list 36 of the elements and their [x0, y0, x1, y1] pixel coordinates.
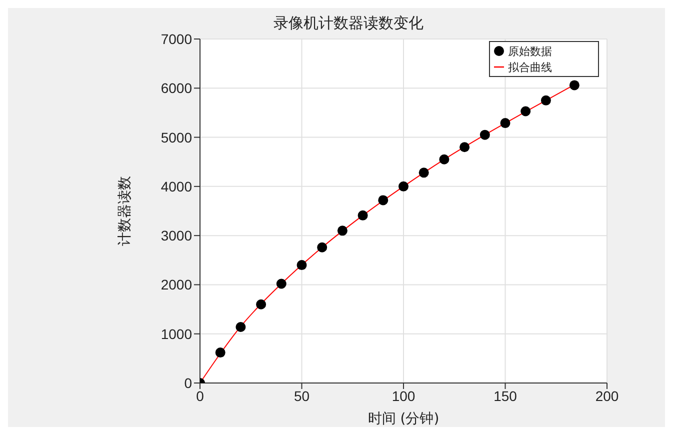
point — [398, 181, 408, 192]
point — [378, 195, 388, 206]
point — [418, 168, 429, 178]
y-tick-label: 2000 — [160, 276, 192, 293]
y-tick-label: 3000 — [160, 228, 192, 244]
point — [439, 154, 450, 164]
chart-title: 录像机计数器读数变化 — [274, 14, 424, 32]
point — [540, 95, 551, 106]
point — [236, 322, 246, 332]
point — [296, 260, 307, 270]
point — [215, 348, 226, 358]
point — [569, 80, 580, 90]
point — [460, 142, 470, 152]
point — [256, 299, 266, 310]
point — [480, 130, 490, 140]
y-tick-label: 7000 — [160, 30, 192, 47]
point — [358, 210, 368, 220]
x-tick-label: 150 — [494, 388, 518, 404]
y-tick-label: 1000 — [160, 326, 192, 342]
y-tick-label: 0 — [184, 374, 192, 391]
x-tick-label: 0 — [196, 388, 204, 404]
y-tick-label: 6000 — [160, 80, 192, 96]
legend-label: 原始数据 — [508, 45, 552, 58]
point — [500, 118, 510, 128]
point — [337, 226, 348, 236]
x-tick-label: 50 — [294, 388, 310, 404]
y-axis-title: 计数器读数 — [116, 176, 133, 246]
legend-label: 拟合曲线 — [508, 61, 552, 74]
point — [317, 242, 328, 252]
x-tick-label: 100 — [392, 388, 416, 404]
point — [276, 278, 286, 289]
point — [520, 106, 531, 116]
y-tick-label: 4000 — [160, 178, 192, 194]
x-axis-title: 时间 (分钟) — [368, 411, 440, 427]
x-tick-label: 200 — [595, 388, 619, 404]
y-tick-label: 5000 — [160, 129, 192, 146]
